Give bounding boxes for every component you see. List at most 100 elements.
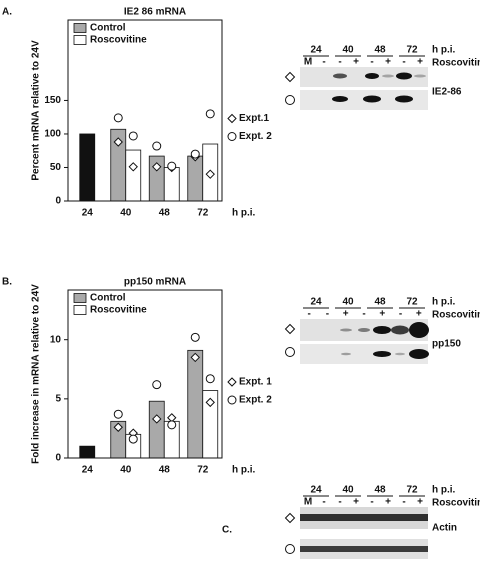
legend-label: Roscovitine xyxy=(90,35,147,46)
lane-label: + xyxy=(353,497,359,508)
timepoint-label: 40 xyxy=(342,485,354,496)
legend-marker xyxy=(227,377,237,387)
legend-swatch xyxy=(73,305,87,315)
lane-label: + xyxy=(385,497,391,508)
legend-label: Expt. 2 xyxy=(239,395,272,406)
protein-label: pp150 xyxy=(432,339,461,350)
treatment-label: Roscovitine xyxy=(432,498,480,509)
x-tick-label: 48 xyxy=(159,208,171,219)
bar xyxy=(79,133,96,202)
bar xyxy=(163,167,180,202)
y-tick-label: 150 xyxy=(44,95,61,106)
timepoint-label: 24 xyxy=(310,297,322,308)
data-point xyxy=(113,137,123,147)
lane-label: + xyxy=(416,309,422,320)
timepoint-label: 48 xyxy=(374,485,386,496)
unit-label: h p.i. xyxy=(432,297,456,308)
lane-label: - xyxy=(338,497,341,508)
data-point xyxy=(190,149,200,159)
bar xyxy=(187,155,204,202)
bar xyxy=(79,445,96,459)
data-point xyxy=(190,332,200,342)
chart-title: pp150 mRNA xyxy=(124,277,186,288)
lane-label: - xyxy=(399,309,402,320)
legend-label: Control xyxy=(90,293,126,304)
treatment-label: Roscovitine xyxy=(432,310,480,321)
row-marker xyxy=(284,512,296,524)
legend-label: Control xyxy=(90,23,126,34)
legend-label: Expt.1 xyxy=(239,113,269,124)
row-marker xyxy=(284,71,296,83)
row-marker xyxy=(285,95,295,105)
data-point xyxy=(128,434,138,444)
legend-label: Roscovitine xyxy=(90,305,147,316)
bar xyxy=(148,400,165,459)
protein-label: IE2-86 xyxy=(432,87,462,98)
lane-label: - xyxy=(402,57,405,68)
y-tick-label: 100 xyxy=(44,129,61,140)
bar xyxy=(187,349,204,459)
blot-image xyxy=(300,67,428,110)
panel-label: B. xyxy=(2,277,12,288)
timepoint-label: 24 xyxy=(310,485,322,496)
data-point xyxy=(152,141,162,151)
timepoint-label: 40 xyxy=(342,45,354,56)
data-point xyxy=(128,162,138,172)
data-point xyxy=(205,109,215,119)
panel-label: C. xyxy=(222,525,232,536)
y-axis-label: Percent mRNA relative to 24V xyxy=(31,40,42,181)
lane-label: - xyxy=(326,309,329,320)
data-point xyxy=(113,113,123,123)
x-tick-label: 48 xyxy=(159,465,171,476)
x-tick-label: 40 xyxy=(120,208,132,219)
lane-label: + xyxy=(343,309,349,320)
legend-label: Expt. 2 xyxy=(239,131,272,142)
data-point xyxy=(167,161,177,171)
legend-marker xyxy=(227,113,237,124)
y-tick-label: 10 xyxy=(50,334,62,345)
timepoint-label: 48 xyxy=(374,45,386,56)
legend-label: Expt. 1 xyxy=(239,377,272,388)
lane-label: - xyxy=(307,309,310,320)
timepoint-label: 72 xyxy=(406,45,418,56)
y-tick-label: 50 xyxy=(50,162,62,173)
blot-image xyxy=(300,319,429,364)
panel-label: A. xyxy=(2,7,12,18)
lane-label: + xyxy=(417,57,423,68)
timepoint-label: 48 xyxy=(374,297,386,308)
lane-label: - xyxy=(338,57,341,68)
row-marker xyxy=(285,347,295,357)
lane-label: - xyxy=(370,497,373,508)
legend-swatch xyxy=(73,293,87,303)
legend-marker xyxy=(227,132,237,141)
data-point xyxy=(190,352,200,363)
protein-label: Actin xyxy=(432,523,457,534)
plot-frame xyxy=(67,289,223,459)
lane-label: - xyxy=(322,497,325,508)
x-tick-label: 24 xyxy=(82,208,94,219)
lane-label: - xyxy=(362,309,365,320)
y-tick-label: 0 xyxy=(55,196,61,207)
y-tick-label: 0 xyxy=(55,453,61,464)
lane-label: + xyxy=(385,57,391,68)
x-axis-label: h p.i. xyxy=(232,208,256,219)
row-marker xyxy=(285,544,295,554)
data-point xyxy=(113,422,123,432)
data-point xyxy=(152,162,162,172)
unit-label: h p.i. xyxy=(432,45,456,56)
lane-label: M xyxy=(304,497,312,508)
bar xyxy=(125,149,142,202)
chart-title: IE2 86 mRNA xyxy=(124,7,186,18)
data-point xyxy=(205,169,215,179)
treatment-label: Roscovitine xyxy=(432,58,480,69)
x-tick-label: 72 xyxy=(197,208,209,219)
data-point xyxy=(167,420,177,430)
data-point xyxy=(128,131,138,141)
lane-label: + xyxy=(379,309,385,320)
x-tick-label: 40 xyxy=(120,465,132,476)
data-point xyxy=(152,380,162,390)
lane-label: - xyxy=(322,57,325,68)
data-point xyxy=(152,414,162,424)
data-point xyxy=(205,374,215,384)
